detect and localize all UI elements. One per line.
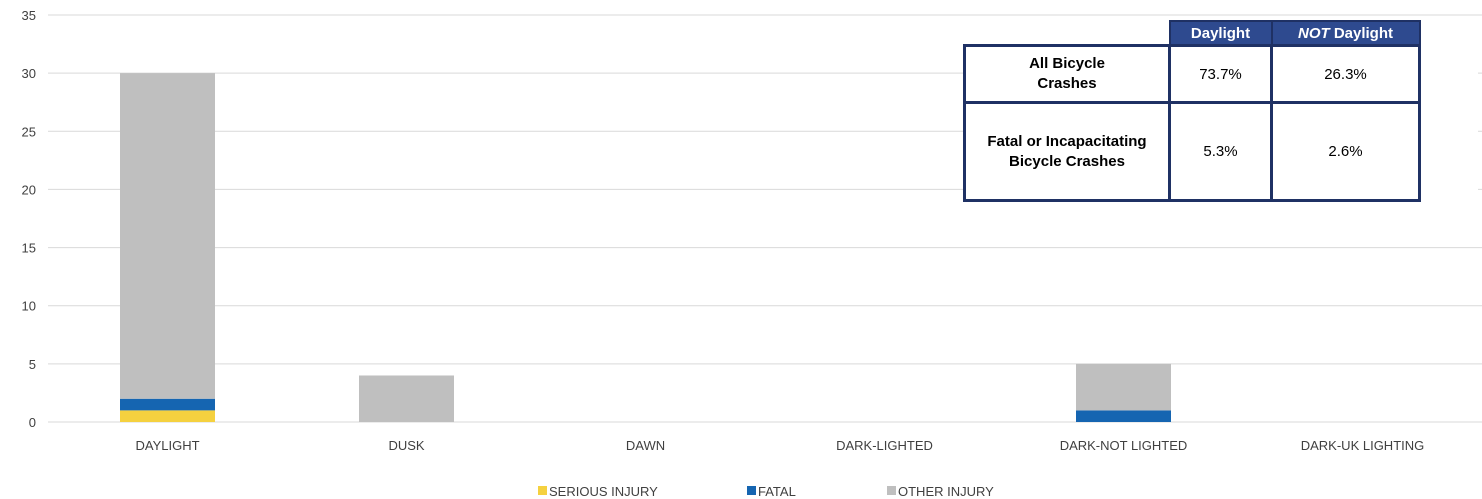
bar-segment xyxy=(359,375,454,422)
summary-table: Daylight NOT Daylight All Bicycle Crashes… xyxy=(963,20,1421,202)
summary-row-all: All Bicycle Crashes 73.7% 26.3% xyxy=(963,44,1421,104)
row-label-fatal-line1: Fatal or Incapacitating xyxy=(987,132,1147,150)
summary-row-fatal: Fatal or Incapacitating Bicycle Crashes 5… xyxy=(963,101,1421,202)
bar-segment xyxy=(1076,363,1171,411)
x-tick-label: DUSK xyxy=(388,438,424,453)
col-header-not-emphasis: NOT xyxy=(1297,24,1330,42)
cell-fatal-not-daylight: 2.6% xyxy=(1270,101,1421,202)
col-header-not-daylight-label: Daylight xyxy=(1333,24,1394,42)
legend-label: FATAL xyxy=(758,484,796,499)
y-tick-label: 10 xyxy=(22,299,36,314)
x-tick-label: DAWN xyxy=(626,438,665,453)
y-tick-label: 20 xyxy=(22,182,36,197)
bar-segment xyxy=(120,73,215,399)
bar-segment xyxy=(1076,410,1171,422)
x-tick-label: DAYLIGHT xyxy=(135,438,199,453)
y-tick-label: 35 xyxy=(22,8,36,23)
legend-swatch xyxy=(747,486,756,495)
summary-header-row: Daylight NOT Daylight xyxy=(964,20,1421,47)
row-label-fatal-crashes: Fatal or Incapacitating Bicycle Crashes xyxy=(963,101,1171,202)
y-tick-label: 0 xyxy=(29,415,36,430)
cell-all-not-daylight: 26.3% xyxy=(1270,44,1421,104)
x-tick-label: DARK-LIGHTED xyxy=(836,438,933,453)
x-tick-label: DARK-NOT LIGHTED xyxy=(1060,438,1188,453)
bars xyxy=(120,73,1171,422)
row-label-all-crashes: All Bicycle Crashes xyxy=(963,44,1171,104)
bar-segment xyxy=(120,398,215,411)
legend-label: SERIOUS INJURY xyxy=(549,484,658,499)
summary-corner-cell xyxy=(964,21,1170,46)
legend-swatch xyxy=(887,486,896,495)
row-label-all-line2: Crashes xyxy=(1037,75,1097,92)
y-tick-label: 15 xyxy=(22,241,36,256)
bar-segment xyxy=(120,410,215,422)
y-tick-label: 5 xyxy=(29,357,36,372)
col-header-not-daylight: NOT Daylight xyxy=(1270,20,1421,47)
col-header-daylight-label: Daylight xyxy=(1190,24,1251,42)
y-tick-labels: 0 5 10 15 20 25 30 35 xyxy=(22,8,36,430)
y-tick-label: 25 xyxy=(22,124,36,139)
summary-table-panel: Daylight NOT Daylight All Bicycle Crashes… xyxy=(963,20,1478,204)
cell-fatal-daylight: 5.3% xyxy=(1168,101,1273,202)
legend-label: OTHER INJURY xyxy=(898,484,994,499)
y-tick-label: 30 xyxy=(22,66,36,81)
grid-lines xyxy=(48,14,1482,423)
cell-all-daylight: 73.7% xyxy=(1168,44,1273,104)
x-tick-label: DARK-UK LIGHTING xyxy=(1301,438,1425,453)
legend: SERIOUS INJURY FATAL OTHER INJURY xyxy=(538,484,994,499)
legend-swatch xyxy=(538,486,547,495)
x-tick-labels: DAYLIGHT DUSK DAWN DARK-LIGHTED DARK-NOT LIG… xyxy=(135,438,1424,453)
row-label-fatal-line2: Bicycle Crashes xyxy=(1009,152,1125,170)
col-header-daylight: Daylight xyxy=(1168,20,1273,47)
row-label-all-line1: All Bicycle xyxy=(1029,55,1105,72)
